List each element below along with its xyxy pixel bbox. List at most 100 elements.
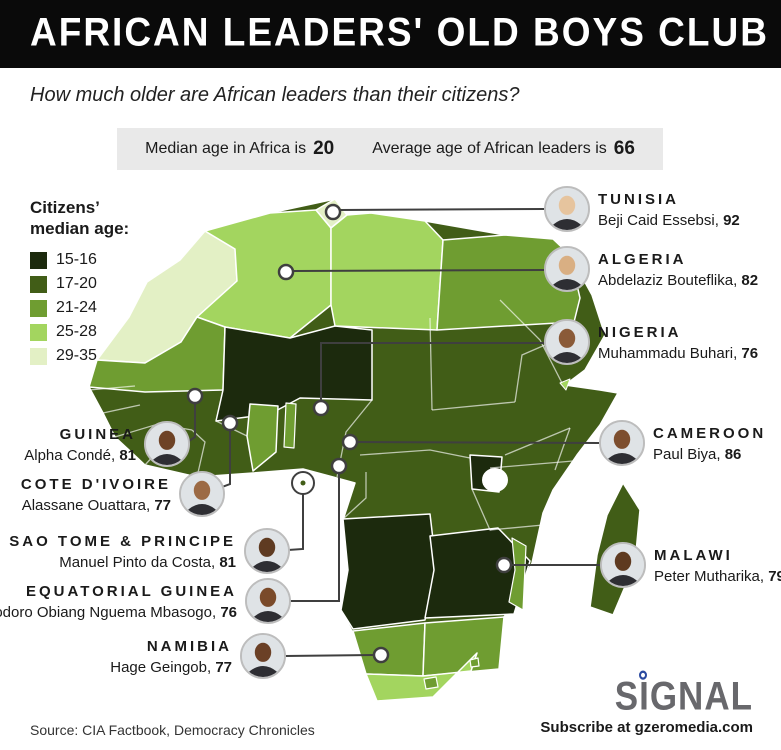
stat-average-value: 66 (613, 138, 635, 159)
leader-age: 76 (220, 604, 237, 621)
legend-item: 17-20 (30, 275, 129, 293)
marker-malawi (495, 556, 513, 574)
subtitle: How much older are African leaders than … (30, 84, 520, 106)
leader-name: Hage Geingob, 77 (110, 659, 232, 676)
legend-item: 25-28 (30, 323, 129, 341)
region-djibouti (559, 378, 571, 391)
region-mali-niger (215, 325, 373, 422)
country-label: TUNISIA (598, 191, 679, 208)
leader-age: 81 (119, 447, 136, 464)
page-title: AFRICAN LEADERS' OLD BOYS CLUB (30, 10, 769, 55)
signal-logo-dot-icon (638, 670, 647, 680)
avatar-namibia (240, 633, 286, 679)
marker-equatorial-guinea (330, 457, 348, 475)
avatar-cote-divoire (179, 471, 225, 517)
legend-title: Citizens’ median age: (30, 198, 130, 238)
avatar-equatorial-guinea (245, 578, 291, 624)
legend-label: 29-35 (56, 347, 97, 364)
legend-item: 15-16 (30, 251, 129, 269)
leader-age: 86 (724, 446, 742, 463)
leader-name: Alpha Condé, 81 (24, 447, 136, 464)
connector-sao-tome (287, 494, 304, 551)
legend-swatch (30, 275, 47, 293)
leader-name: Alassane Ouattara, 77 (21, 497, 171, 514)
map-markers (186, 203, 513, 664)
callout-tunisia: TUNISIA Beji Caid Essebsi, 92 (544, 186, 740, 232)
callout-namibia: NAMIBIA Hage Geingob, 77 (110, 633, 286, 679)
stats-bar: Median age in Africa is 20 Average age o… (117, 128, 663, 170)
marker-guinea (186, 387, 204, 405)
connector-namibia (284, 654, 375, 657)
leader-name: Beji Caid Essebsi, 92 (598, 212, 740, 229)
country-label: EQUATORIAL GUINEA (25, 583, 237, 600)
avatar-algeria (544, 246, 590, 292)
leader-age: 92 (723, 212, 740, 229)
subscribe-link[interactable]: Subscribe at gzeromedia.com (540, 719, 753, 736)
sao-tome-island-dot (300, 480, 306, 486)
country-label: COTE D'IVOIRE (20, 476, 171, 493)
legend-swatch (30, 299, 47, 317)
stat-median-age: Median age in Africa is 20 (145, 138, 334, 160)
country-label: MALAWI (654, 547, 733, 564)
legend-item: 29-35 (30, 347, 129, 365)
legend-label: 15-16 (56, 251, 97, 268)
avatar-cameroon (599, 420, 645, 466)
leader-age: 82 (741, 272, 759, 289)
country-label: NIGERIA (598, 324, 682, 341)
leader-name: Peter Mutharika, 79 (654, 567, 781, 586)
leader-age: 76 (741, 345, 759, 362)
connector-nigeria (320, 342, 544, 401)
callout-guinea: GUINEA Alpha Condé, 81 (24, 421, 190, 467)
legend: Citizens’ median age: 15-16 17-20 21-24 … (30, 197, 129, 371)
stat-median-value: 20 (313, 138, 335, 159)
region-ghana (246, 403, 279, 472)
marker-tunisia (324, 203, 342, 221)
leader-name: Muhammadu Buhari, 76 (598, 345, 759, 362)
marker-namibia (372, 646, 390, 664)
marker-cameroon (341, 433, 359, 451)
callout-malawi: MALAWI Peter Mutharika, 79 (600, 542, 781, 588)
country-label: CAMEROON (653, 425, 767, 442)
legend-item: 21-24 (30, 299, 129, 317)
region-angola (340, 513, 437, 630)
callout-cameroon: CAMEROON Paul Biya, 86 (599, 420, 766, 466)
stat-average-label: Average age of African leaders is (372, 140, 607, 157)
legend-swatch (30, 347, 47, 365)
marker-cote-divoire (221, 414, 239, 432)
header-bar: AFRICAN LEADERS' OLD BOYS CLUB (0, 0, 781, 68)
avatar-guinea (144, 421, 190, 467)
legend-swatch (30, 323, 47, 341)
avatar-nigeria (544, 319, 590, 365)
region-botswana (422, 616, 505, 677)
leader-age: 79 (768, 568, 781, 585)
stat-median-label: Median age in Africa is (145, 140, 307, 157)
region-swaziland (469, 657, 480, 668)
leader-name: Paul Biya, 86 (653, 446, 742, 463)
country-label: NAMIBIA (146, 638, 232, 655)
signal-logo: SIGNAL (615, 670, 753, 720)
callout-cote-divoire: COTE D'IVOIRE Alassane Ouattara, 77 (21, 471, 225, 517)
callout-algeria: ALGERIA Abdelaziz Bouteflika, 82 (544, 246, 758, 292)
connector-equatorial-guinea (289, 472, 340, 602)
region-namibia (352, 622, 426, 677)
leader-name: Teodoro Obiang Nguema Mbasogo, 76 (0, 604, 237, 621)
country-label: ALGERIA (598, 251, 687, 268)
avatar-sao-tome (244, 528, 290, 574)
leader-age: 77 (215, 659, 232, 676)
legend-label: 21-24 (56, 299, 97, 316)
callout-sao-tome: SAO TOME & PRINCIPE Manuel Pinto da Cost… (9, 528, 290, 574)
lake-victoria (482, 468, 508, 492)
connector-cameroon (356, 441, 600, 444)
leader-name: Manuel Pinto da Costa, 81 (59, 554, 236, 571)
region-lesotho (423, 676, 439, 690)
region-south-africa (365, 652, 478, 702)
region-benin (283, 402, 297, 449)
leader-age: 81 (219, 554, 236, 571)
source-text: Source: CIA Factbook, Democracy Chronicl… (30, 722, 315, 738)
legend-swatch (30, 251, 47, 269)
connector-algeria (292, 269, 545, 272)
callout-nigeria: NIGERIA Muhammadu Buhari, 76 (544, 319, 758, 365)
marker-nigeria (312, 399, 330, 417)
